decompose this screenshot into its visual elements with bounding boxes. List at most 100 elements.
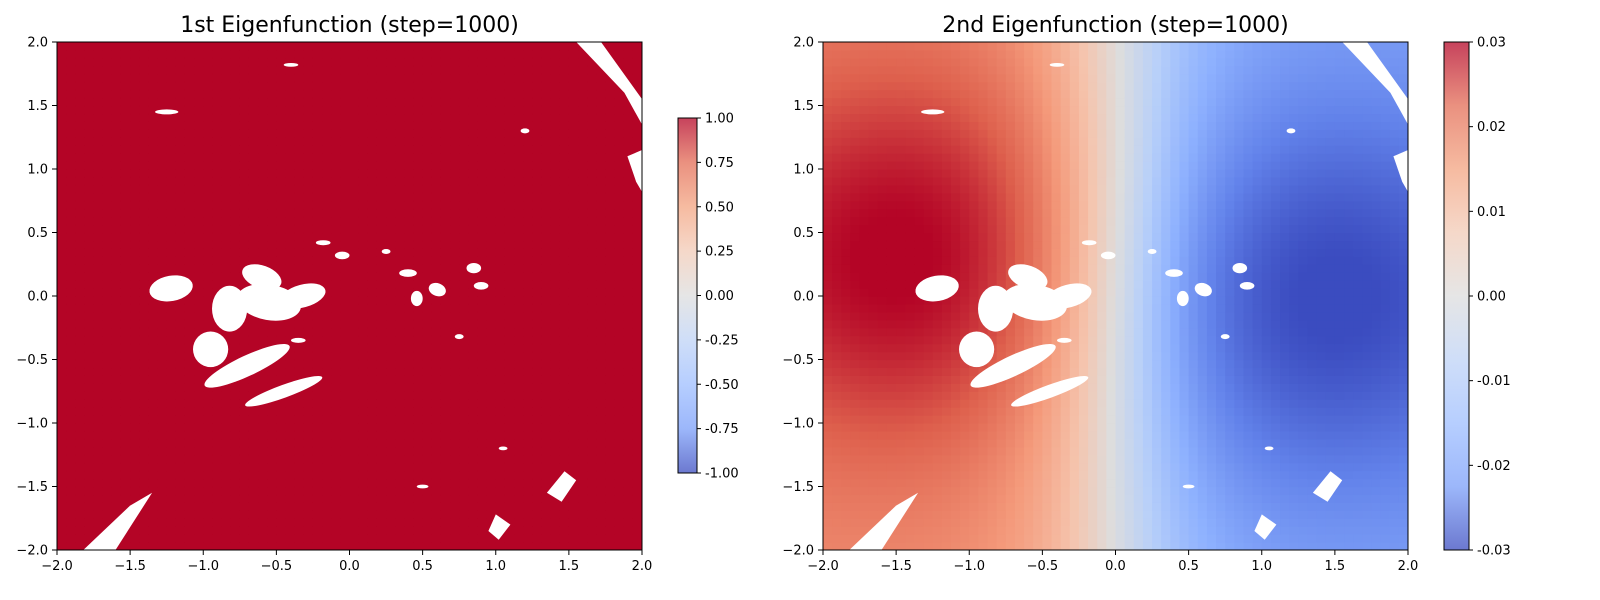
field-cell — [868, 248, 879, 257]
field-cell — [212, 97, 223, 107]
field-cell — [349, 73, 360, 83]
field-cell — [587, 224, 597, 234]
field-cell — [596, 169, 607, 178]
field-cell — [605, 49, 616, 59]
field-cell — [932, 510, 943, 519]
field-cell — [523, 240, 533, 249]
field-cell — [886, 502, 897, 511]
field-cell — [495, 296, 506, 305]
field-cell — [523, 383, 533, 392]
field-cell — [230, 232, 241, 242]
field-cell — [248, 145, 259, 154]
field-cell — [93, 391, 104, 400]
field-cell — [221, 81, 232, 91]
field-cell — [57, 470, 67, 480]
field-cell — [477, 113, 488, 122]
field-cell — [57, 145, 67, 154]
field-cell — [932, 311, 943, 321]
field-cell — [914, 454, 925, 464]
field-cell — [57, 121, 67, 130]
field-cell — [468, 57, 479, 67]
field-cell — [859, 232, 870, 242]
field-cell — [248, 65, 259, 75]
colorbar-tick-label: -0.50 — [705, 378, 739, 393]
field-cell — [203, 288, 213, 297]
field-cell — [623, 415, 634, 424]
field-cell — [239, 486, 250, 496]
field-cell — [358, 415, 369, 424]
field-cell — [431, 137, 442, 146]
field-cell — [495, 42, 506, 51]
field-cell — [285, 264, 296, 273]
field-cell — [358, 184, 369, 194]
field-cell — [832, 407, 842, 416]
field-cell — [578, 454, 588, 464]
field-cell — [495, 534, 506, 543]
field-cell — [877, 375, 888, 384]
field-cell — [248, 319, 259, 329]
field-cell — [559, 383, 570, 392]
field-cell — [477, 454, 488, 464]
field-cell — [93, 383, 104, 392]
field-cell — [614, 391, 625, 400]
field-cell — [221, 248, 232, 257]
field-cell — [358, 296, 369, 305]
field-cell — [111, 105, 122, 115]
field-cell — [294, 423, 305, 432]
field-cell — [914, 375, 925, 384]
field-cell — [230, 169, 241, 178]
field-cell — [367, 399, 378, 408]
field-cell — [832, 65, 842, 75]
field-cell — [395, 446, 405, 456]
field-cell — [632, 470, 642, 480]
field-cell — [841, 327, 852, 337]
field-cell — [832, 526, 842, 535]
field-cell — [349, 391, 360, 400]
field-cell — [57, 375, 67, 384]
field-cell — [285, 343, 296, 353]
field-cell — [450, 129, 460, 138]
field-cell — [614, 280, 625, 289]
field-cell — [841, 415, 852, 424]
field-cell — [859, 73, 870, 83]
field-cell — [312, 264, 323, 273]
field-cell — [75, 216, 86, 226]
field-cell — [859, 367, 870, 376]
field-cell — [303, 113, 314, 122]
field-cell — [550, 430, 561, 440]
field-cell — [886, 113, 897, 122]
field-cell — [422, 359, 433, 369]
field-cell — [93, 105, 104, 115]
field-cell — [587, 407, 597, 416]
field-cell — [395, 367, 405, 376]
field-cell — [477, 256, 488, 265]
field-cell — [212, 327, 223, 337]
field-cell — [413, 42, 424, 51]
field-cell — [102, 97, 113, 107]
field-cell — [568, 383, 579, 392]
field-cell — [130, 65, 140, 75]
field-cell — [459, 105, 469, 115]
field-cell — [248, 161, 259, 170]
field-cell — [568, 407, 579, 416]
field-cell — [850, 97, 861, 107]
field-cell — [923, 161, 934, 170]
field-cell — [139, 280, 150, 289]
field-cell — [413, 264, 424, 273]
field-cell — [75, 192, 86, 202]
field-cell — [450, 121, 460, 130]
field-cell — [303, 224, 314, 234]
field-cell — [248, 470, 259, 480]
field-cell — [102, 335, 113, 345]
field-cell — [130, 73, 140, 83]
field-cell — [221, 240, 232, 249]
field-cell — [877, 256, 888, 265]
field-cell — [248, 542, 259, 550]
field-cell — [605, 311, 616, 321]
field-cell — [559, 208, 570, 218]
field-cell — [923, 192, 934, 202]
field-cell — [868, 367, 879, 376]
field-cell — [541, 510, 552, 519]
field-cell — [322, 470, 332, 480]
field-cell — [550, 232, 561, 242]
